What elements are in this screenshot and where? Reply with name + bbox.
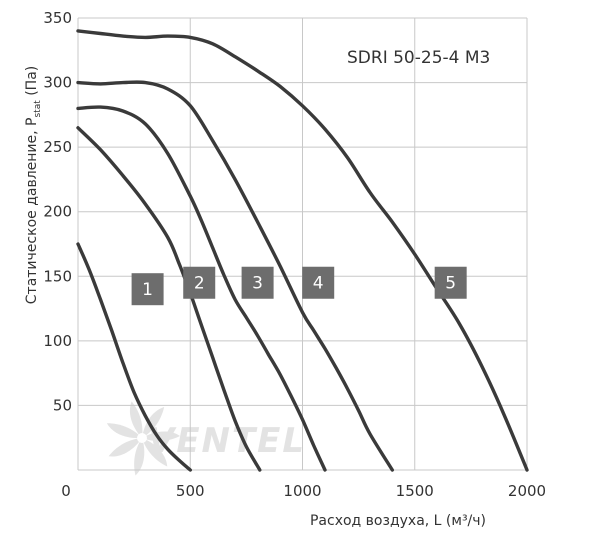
fan-blade <box>142 431 180 442</box>
x-tick-label: 1000 <box>283 482 321 500</box>
curve-labels: 1 2 3 4 5 <box>131 266 467 306</box>
grid <box>78 17 528 470</box>
curve-label-box <box>241 266 274 299</box>
fan-blade <box>134 438 145 476</box>
fan-hub <box>137 433 147 443</box>
watermark: VENTEL <box>106 401 304 476</box>
fan-blade <box>108 438 142 457</box>
y-tick-label: 150 <box>43 267 72 285</box>
x-tick-label: 500 <box>176 482 205 500</box>
x-tick-label: 1500 <box>396 482 434 500</box>
y-axis-title: Статическое давление, Pstat (Па) <box>24 66 43 304</box>
fan-blade <box>142 407 165 438</box>
curve-label-box <box>131 273 164 306</box>
fan-logo-icon <box>106 401 180 476</box>
y-axis-title-subscript: stat <box>33 100 43 118</box>
fan-blade <box>142 438 168 467</box>
curve-label-4: 4 <box>302 266 335 299</box>
curve-2 <box>76 126 262 472</box>
y-axis-title-unit: (Па) <box>24 66 40 96</box>
curve-label-3: 3 <box>241 266 274 299</box>
fan-blade <box>129 401 143 438</box>
x-tick-label: 2000 <box>508 482 546 500</box>
y-tick-label: 100 <box>43 332 72 350</box>
curve-4 <box>76 80 394 472</box>
curve-label-1: 1 <box>131 273 164 306</box>
fan-blade <box>106 423 142 439</box>
y-tick-label: 250 <box>43 138 72 156</box>
y-tick-label: 300 <box>43 74 72 92</box>
curve-label-2: 2 <box>183 266 216 299</box>
y-tick-label: 200 <box>43 203 72 221</box>
curve-3 <box>76 105 327 472</box>
axes: 0 500 1000 1500 2000 50 100 150 200 250 300 350 <box>43 9 546 500</box>
curve-label-box <box>434 266 467 299</box>
x-axis-title: Расход воздуха, L (м³/ч) <box>310 513 486 529</box>
curve-1 <box>76 242 192 472</box>
y-tick-label: 350 <box>43 9 72 27</box>
curve-label-text: 2 <box>194 274 205 294</box>
y-axis-title-main: Статическое давление, P <box>24 118 40 305</box>
curve-label-text: 4 <box>313 274 324 294</box>
curve-label-5: 5 <box>434 266 467 299</box>
curve-label-box <box>183 266 216 299</box>
y-tick-label: 50 <box>53 396 72 414</box>
curve-label-text: 5 <box>445 274 456 294</box>
x-tick-label: 0 <box>61 482 71 500</box>
curve-label-box <box>302 266 335 299</box>
curve-label-text: 3 <box>252 274 263 294</box>
curve-label-text: 1 <box>142 280 153 300</box>
chart-title: SDRI 50-25-4 M3 <box>347 48 490 68</box>
curve-5 <box>76 29 529 472</box>
